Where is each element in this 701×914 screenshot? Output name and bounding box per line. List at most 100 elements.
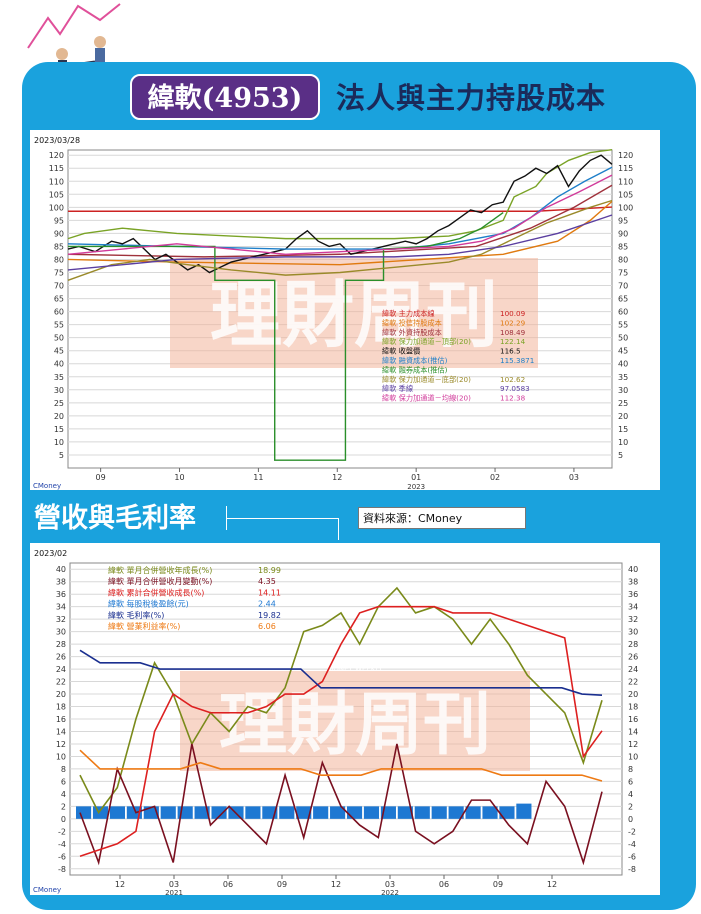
y-tick-label-right: 70 [618,282,628,291]
legend-value: 115.3871 [500,356,534,365]
legend-entry: 緯軟 保力加通道－底部(20) [382,375,471,384]
y-tick-label-left: 65 [54,295,64,304]
y-tick-label-right: 105 [618,190,633,199]
bracket-line [226,518,338,519]
legend-entry: 緯軟 保力加通道－頂部(20) [382,337,471,346]
y-tick-label-left: 14 [56,727,66,736]
y-tick-label-left: 30 [54,386,64,395]
y-tick-label-left: 24 [56,665,66,674]
eps-bar [109,806,126,819]
y-tick-label-right: 40 [618,360,628,369]
y-tick-label-left: 36 [56,590,66,599]
legend-value: 100.09 [500,309,526,318]
y-tick-label-left: -6 [58,852,66,861]
cost-chart-panel: 5 5 10 10 15 15 20 20 25 25 30 30 35 35 40 40 45 45 50 50 55… [30,130,660,491]
y-tick-label-right: 35 [618,373,628,382]
eps-bar [482,806,498,819]
series-line [67,184,613,258]
y-tick-label-left: 115 [49,164,64,173]
legend-value: 102.62 [500,375,525,384]
watermark-subtext: MONEY WEEKLY [327,665,383,673]
eps-bar [516,803,532,819]
y-tick-label-right: 32 [628,615,638,624]
legend-entry: 緯軟 融資成本(推估) [382,356,448,365]
legend-value: 116.5 [500,347,521,356]
y-tick-label-right: 14 [628,727,638,736]
eps-bar [245,806,261,819]
year-label: 2021 [165,889,183,895]
y-tick-label-left: 18 [56,703,66,712]
legend-value: 14.11 [258,588,281,597]
y-tick-label-right: -6 [628,852,636,861]
y-tick-label-left: 20 [54,412,64,421]
watermark-text: 理財周刊 [219,686,491,765]
y-tick-label-left: -4 [58,840,66,849]
y-tick-label-right: 20 [628,690,638,699]
brand-label: CMoney [33,886,61,894]
legend-value: 108.49 [500,328,526,337]
y-tick-label-right: 20 [618,412,628,421]
y-tick-label-right: 75 [618,269,628,278]
y-tick-label-right: 85 [618,242,628,251]
eps-bar [160,806,176,819]
y-tick-label-right: 2 [628,802,633,811]
y-tick-label-left: 2 [61,802,66,811]
x-tick-label: 03 [569,473,579,482]
legend-value: 97.0583 [500,384,530,393]
series-line [68,206,613,212]
series-line [79,649,603,696]
bracket-drop [338,518,339,540]
y-tick-label-right: 10 [618,438,628,447]
series-line [68,211,504,461]
legend-value: 6.06 [258,622,276,631]
y-tick-label-right: 12 [628,740,638,749]
x-tick-label: 03 [385,880,395,889]
eps-bar [363,806,380,819]
legend-value: 2.44 [258,600,276,609]
y-tick-label-right: 40 [628,565,638,574]
y-tick-label-left: 28 [56,640,66,649]
y-tick-label-right: -8 [628,865,636,874]
bracket-tick [226,506,227,530]
x-tick-label: 12 [331,880,341,889]
y-tick-label-right: 4 [628,790,633,799]
eps-bar [330,806,346,819]
y-tick-label-right: 25 [618,399,628,408]
y-tick-label-right: 95 [618,216,628,225]
brand-label: CMoney [33,482,61,490]
x-tick-label: 09 [96,473,106,482]
y-tick-label-right: 5 [618,451,623,460]
y-tick-label-right: 15 [618,425,628,434]
y-tick-label-left: 22 [56,678,66,687]
legend-value: 112.38 [500,394,526,403]
y-tick-label-left: 16 [56,715,66,724]
x-tick-label: 03 [169,880,179,889]
y-tick-label-left: 25 [54,399,64,408]
y-tick-label-left: 34 [56,603,66,612]
y-tick-label-right: -2 [628,827,636,836]
y-tick-label-left: 30 [56,628,66,637]
legend-entry: 緯軟 外資持股成本 [382,328,442,337]
y-tick-label-left: 40 [56,565,66,574]
x-tick-label: 06 [439,880,449,889]
y-tick-label-right: 80 [618,255,628,264]
eps-bar [397,806,413,819]
y-tick-label-right: 120 [618,151,633,160]
legend-entry: 緯軟 每股稅後盈餘(元) [108,599,189,609]
x-tick-label: 01 [411,473,421,482]
legend-entry: 緯軟 營業利益率(%) [108,621,180,631]
x-tick-label: 10 [174,473,184,482]
y-tick-label-right: 100 [618,203,633,212]
y-tick-label-right: 115 [618,164,633,173]
eps-bar [194,806,210,819]
series-line [67,199,613,281]
y-tick-label-left: -2 [58,827,66,836]
watermark-box [170,258,538,368]
y-tick-label-left: -8 [58,865,66,874]
eps-bar [499,806,515,819]
y-tick-label-left: 120 [49,151,64,160]
legend-entry: 緯軟 累計合併營收成長(%) [108,587,204,597]
y-tick-label-right: 38 [628,578,638,587]
